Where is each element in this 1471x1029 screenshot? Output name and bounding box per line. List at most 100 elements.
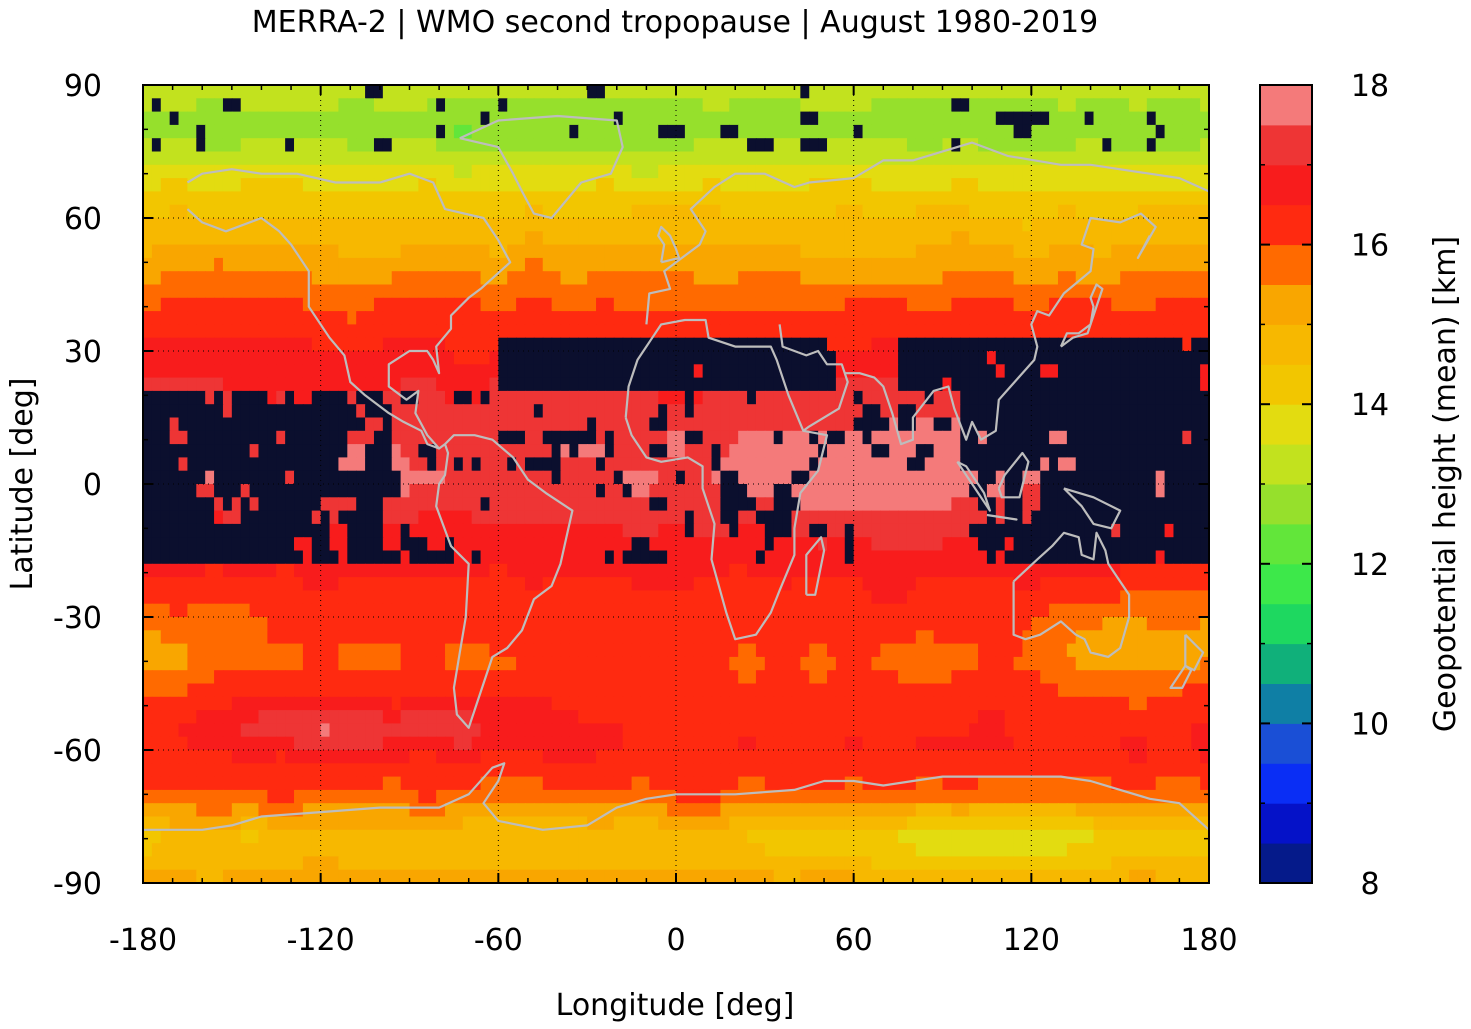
heatmap-cell [178, 470, 189, 485]
heatmap-cell [1049, 484, 1059, 498]
heatmap-cell [462, 630, 473, 645]
heatmap-cell [1129, 497, 1139, 512]
heatmap-cell [427, 337, 437, 352]
heatmap-cell [711, 244, 722, 259]
heatmap-cell [1164, 244, 1175, 259]
heatmap-cell [551, 98, 562, 113]
heatmap-cell [480, 497, 491, 512]
heatmap-cell [1137, 191, 1148, 206]
heatmap-cell [1040, 324, 1050, 339]
heatmap-cell [231, 617, 242, 631]
heatmap-cell [827, 98, 837, 113]
heatmap-cell [693, 204, 704, 219]
heatmap-cell [747, 218, 757, 232]
heatmap-cell [1191, 457, 1201, 472]
heatmap-cell [1031, 244, 1041, 259]
heatmap-cell [676, 444, 686, 458]
heatmap-cell [196, 337, 206, 352]
heatmap-cell [915, 563, 926, 578]
heatmap-cell [365, 603, 375, 618]
heatmap-cell [871, 231, 881, 246]
heatmap-cell [356, 404, 366, 419]
heatmap-cell [649, 257, 659, 272]
heatmap-cell [409, 124, 419, 139]
heatmap-cell [1040, 497, 1050, 512]
heatmap-cell [542, 364, 553, 379]
heatmap-cell [960, 603, 970, 618]
heatmap-cell [587, 337, 597, 352]
heatmap-cell [978, 523, 988, 538]
heatmap-cell [1031, 138, 1041, 153]
heatmap-cell [684, 164, 695, 179]
heatmap-cell [373, 138, 384, 153]
heatmap-cell [969, 537, 979, 552]
heatmap-cell [755, 377, 766, 392]
heatmap-cell [143, 324, 153, 339]
heatmap-cell [871, 484, 881, 498]
heatmap-cell [1200, 590, 1209, 605]
heatmap-cell [498, 364, 508, 379]
heatmap-cell [658, 617, 668, 631]
heatmap-cell [373, 204, 384, 219]
heatmap-cell [640, 603, 650, 618]
heatmap-cell [471, 111, 482, 126]
heatmap-cell [507, 178, 517, 192]
heatmap-cell [160, 537, 171, 552]
heatmap-cell [1057, 284, 1068, 299]
heatmap-cell [604, 244, 615, 259]
heatmap-cell [258, 151, 268, 166]
heatmap-cell [1049, 138, 1059, 153]
heatmap-cell [969, 111, 979, 126]
heatmap-cell [373, 630, 384, 645]
heatmap-cell [258, 351, 268, 365]
heatmap-cell [524, 630, 535, 645]
heatmap-cell [329, 457, 340, 472]
heatmap-cell [302, 111, 313, 126]
heatmap-cell [889, 510, 899, 525]
heatmap-cell [835, 444, 846, 458]
heatmap-cell [453, 231, 464, 246]
heatmap-cell [1173, 138, 1183, 153]
heatmap-cell [1200, 311, 1209, 325]
heatmap-cell [1040, 444, 1050, 458]
heatmap-cell [596, 364, 606, 379]
heatmap-cell [827, 577, 837, 591]
heatmap-cell [844, 550, 855, 565]
heatmap-cell [551, 444, 562, 458]
heatmap-cell [445, 271, 455, 286]
heatmap-cell [400, 351, 411, 365]
heatmap-cell [347, 271, 357, 286]
heatmap-cell [640, 151, 650, 166]
heatmap-cell [453, 191, 464, 206]
heatmap-cell [1164, 284, 1175, 299]
heatmap-cell [951, 484, 961, 498]
heatmap-cell [827, 603, 837, 618]
heatmap-cell [1066, 497, 1077, 512]
heatmap-cell [631, 550, 642, 565]
heatmap-cell [835, 191, 846, 206]
heatmap-cell [1040, 537, 1050, 552]
heatmap-cell [915, 510, 926, 525]
heatmap-cell [249, 231, 260, 246]
heatmap-cell [1102, 457, 1112, 472]
heatmap-cell [347, 178, 357, 192]
heatmap-cell [498, 497, 508, 512]
heatmap-cell [240, 98, 251, 113]
heatmap-cell [844, 204, 855, 219]
heatmap-cell [729, 244, 739, 259]
heatmap-cell [569, 550, 579, 565]
heatmap-cell [1191, 364, 1201, 379]
heatmap-cell [1155, 85, 1166, 99]
heatmap-cell [1084, 577, 1095, 591]
heatmap-cell [782, 510, 793, 525]
heatmap-cell [427, 563, 437, 578]
heatmap-cell [222, 124, 233, 139]
heatmap-cell [560, 404, 570, 419]
heatmap-cell [285, 390, 295, 405]
heatmap-cell [995, 297, 1006, 312]
heatmap-cell [480, 151, 491, 166]
heatmap-cell [214, 178, 224, 192]
heatmap-cell [862, 404, 873, 419]
heatmap-cell [951, 337, 961, 352]
heatmap-cell [240, 311, 251, 325]
